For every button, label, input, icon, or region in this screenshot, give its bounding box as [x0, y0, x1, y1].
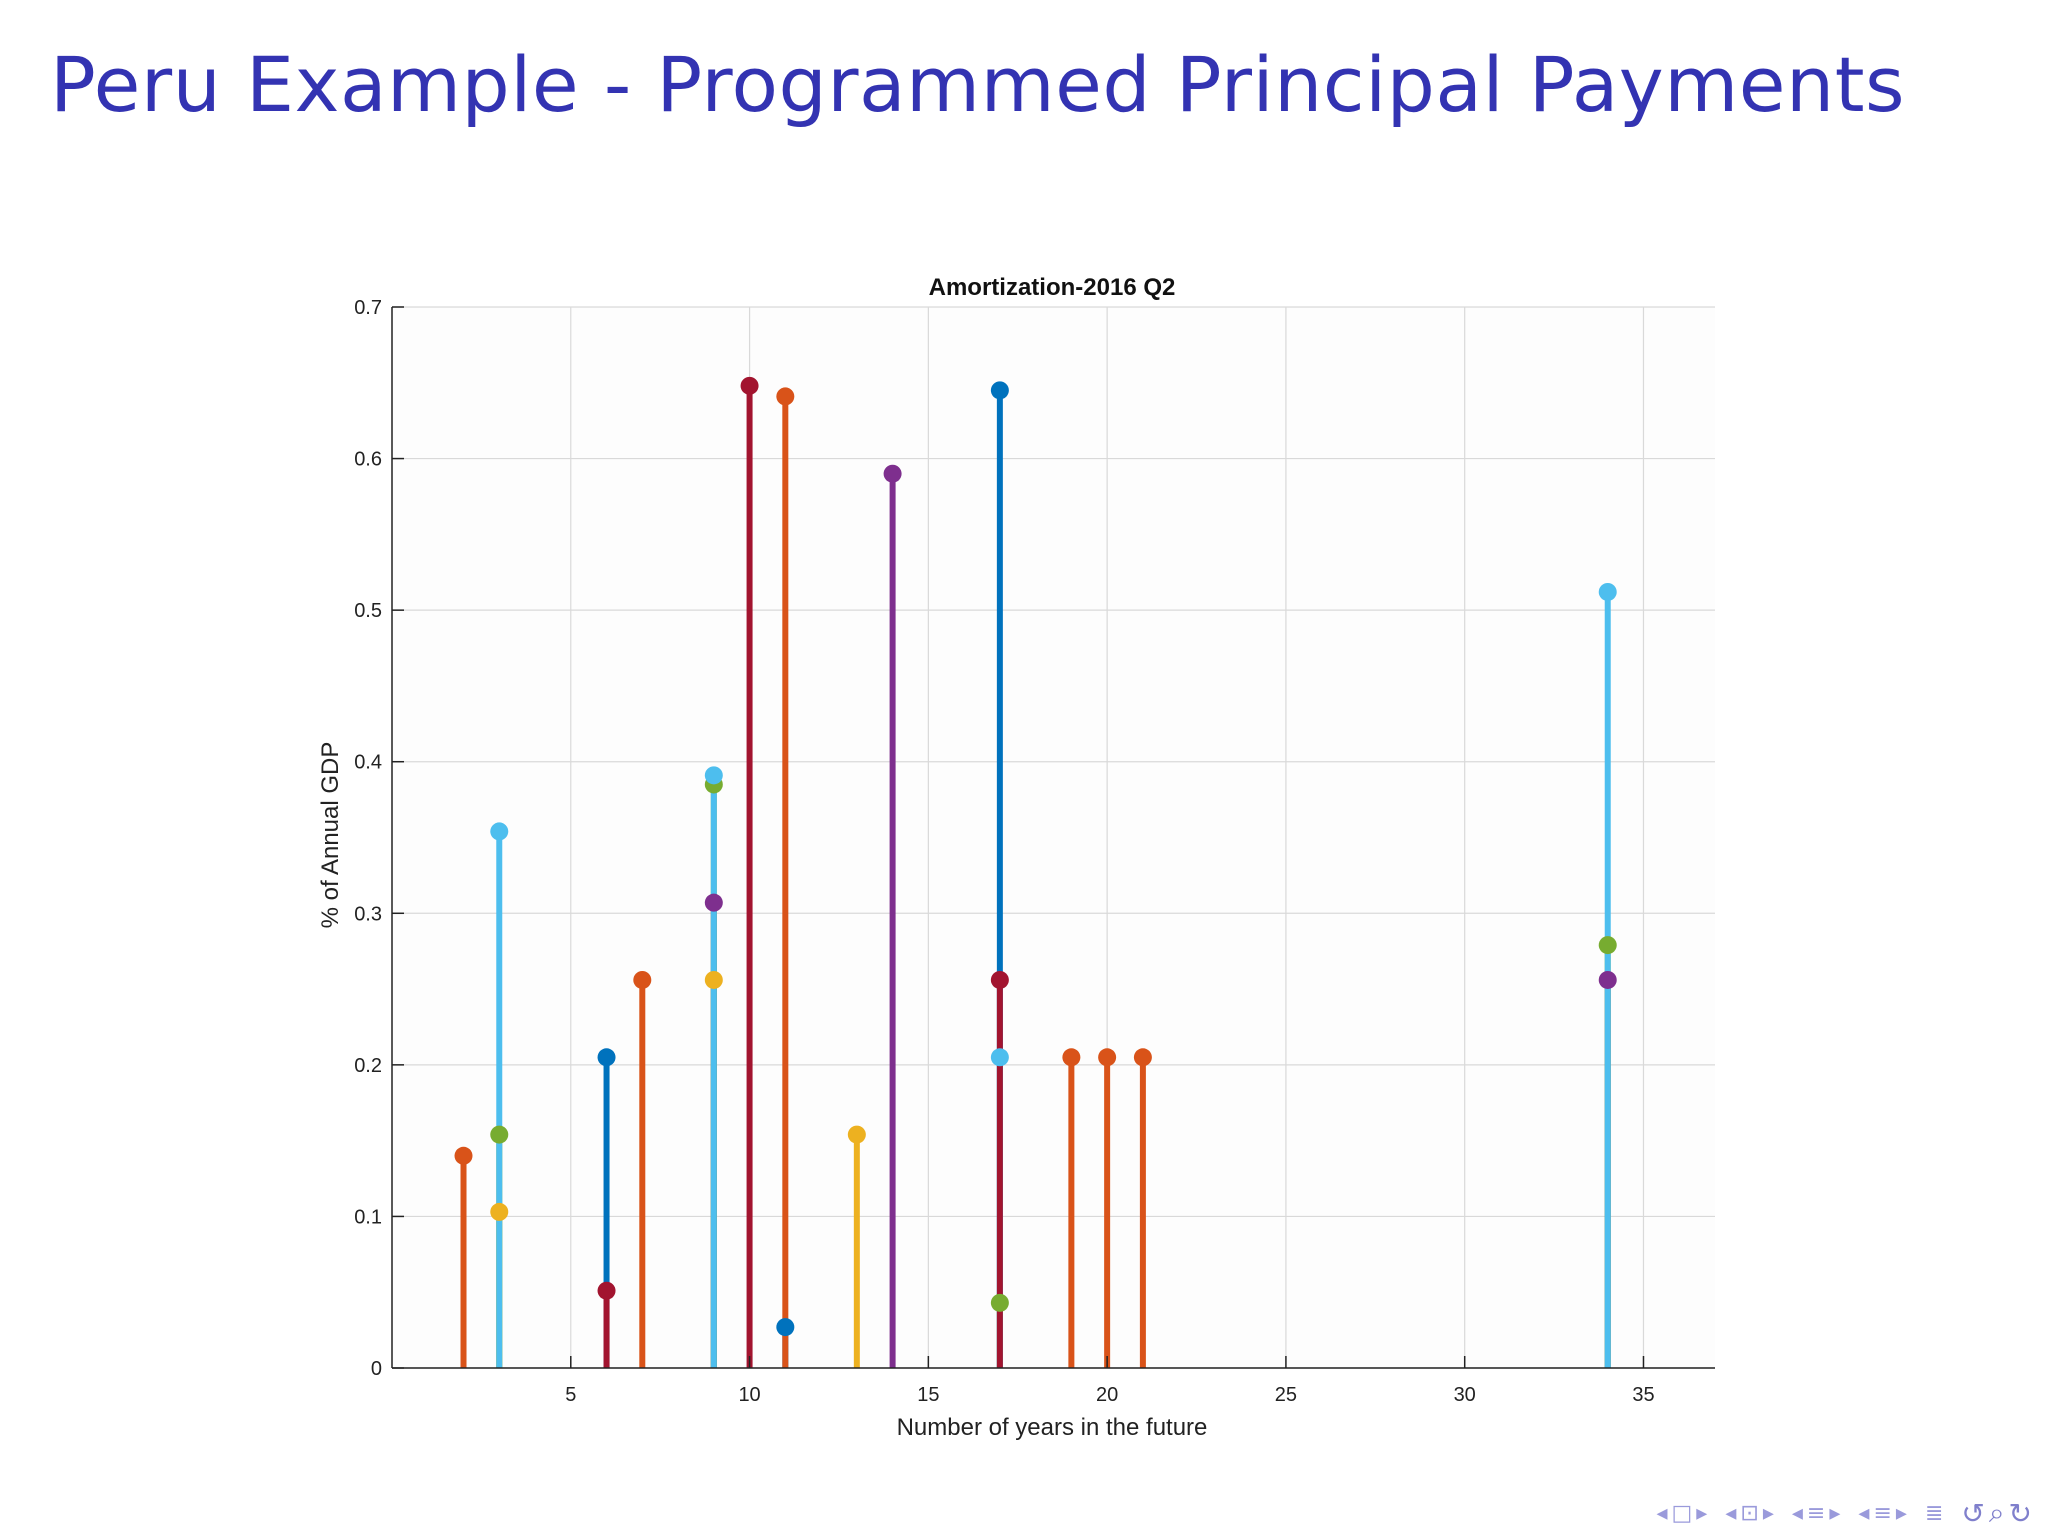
- beamer-navigation: ◂ □ ▸ ◂ ⊡ ▸ ◂ ≡ ▸ ◂ ≡ ▸ ≣ ↺ ⌕ ↻: [1656, 1496, 2032, 1530]
- slide-title: Peru Example - Programmed Principal Paym…: [50, 40, 1906, 129]
- stem-marker: [1598, 582, 1617, 601]
- stems-layer: [460, 385, 1611, 1368]
- stem-marker: [490, 822, 509, 841]
- markers-layer: [454, 376, 1617, 1337]
- next-section-icon[interactable]: ▸: [1829, 1500, 1841, 1526]
- search-nav[interactable]: ↺ ⌕ ↻: [1961, 1496, 2032, 1530]
- stem-marker: [490, 1125, 509, 1144]
- stem-marker: [454, 1146, 473, 1165]
- x-tick-label: 30: [1454, 1384, 1476, 1406]
- search-icon[interactable]: ⌕: [1988, 1496, 2005, 1529]
- y-tick-label: 0.4: [354, 752, 382, 774]
- y-tick-label: 0: [371, 1358, 382, 1380]
- stem-marker: [776, 1318, 795, 1337]
- frame-nav[interactable]: ◂ □ ▸: [1656, 1501, 1707, 1526]
- stem-marker: [990, 970, 1009, 989]
- x-tick-label: 20: [1096, 1384, 1118, 1406]
- stem-marker: [883, 464, 902, 483]
- stem-marker: [1598, 936, 1617, 955]
- subsection-nav[interactable]: ◂ ≡ ▸: [1858, 1501, 1907, 1526]
- axes-layer: 5 10 15 20 25 30 35 0 0.1 0.2 0.3 0.4 0.5 0.6 0.7: [354, 297, 1715, 1406]
- stem-marker: [597, 1048, 616, 1067]
- stem-marker: [1062, 1048, 1081, 1067]
- section-icon[interactable]: ≡: [1806, 1500, 1826, 1526]
- stem-marker: [633, 970, 652, 989]
- stem-marker: [704, 893, 723, 912]
- prev-section-icon[interactable]: ◂: [1791, 1500, 1803, 1526]
- stem-marker: [1133, 1048, 1152, 1067]
- y-axis-label: % of Annual GDP: [317, 742, 344, 929]
- plot-area: [392, 307, 1715, 1368]
- chart-title: Amortization-2016 Q2: [929, 274, 1176, 301]
- subsection-icon[interactable]: ≡: [1873, 1500, 1892, 1526]
- y-tick-label: 0.7: [354, 297, 382, 319]
- y-tick-label: 0.2: [354, 1055, 382, 1077]
- section-nav[interactable]: ◂ ≡ ▸: [1792, 1501, 1841, 1526]
- align-icon[interactable]: ≣: [1924, 1500, 1944, 1526]
- stem-marker: [776, 387, 795, 406]
- y-tick-label: 0.6: [354, 449, 382, 471]
- x-tick-label: 25: [1275, 1384, 1297, 1406]
- stem-marker: [490, 1202, 509, 1221]
- forward-icon[interactable]: ↻: [2008, 1496, 2032, 1530]
- frame-icon[interactable]: □: [1671, 1500, 1693, 1526]
- x-tick-label: 15: [917, 1384, 939, 1406]
- x-axis-label: Number of years in the future: [897, 1414, 1208, 1441]
- back-icon[interactable]: ↺: [1961, 1496, 1985, 1530]
- next-slide-icon[interactable]: ▸: [1762, 1500, 1774, 1526]
- stem-marker: [990, 381, 1009, 400]
- slide-icon[interactable]: ⊡: [1740, 1500, 1759, 1526]
- stem-marker: [990, 1293, 1009, 1312]
- x-tick-label: 10: [738, 1384, 760, 1406]
- prev-subsection-icon[interactable]: ◂: [1858, 1500, 1870, 1526]
- prev-slide-icon[interactable]: ◂: [1725, 1500, 1737, 1526]
- stem-marker: [704, 766, 723, 785]
- prev-frame-icon[interactable]: ◂: [1656, 1500, 1668, 1526]
- stem-marker: [597, 1281, 616, 1300]
- stem-marker: [1098, 1048, 1117, 1067]
- stem-marker: [1598, 970, 1617, 989]
- slide-nav[interactable]: ◂ ⊡ ▸: [1725, 1501, 1774, 1526]
- stem-marker: [990, 1048, 1009, 1067]
- y-tick-label: 0.5: [354, 600, 382, 622]
- next-subsection-icon[interactable]: ▸: [1895, 1500, 1907, 1526]
- stem-marker: [847, 1125, 866, 1144]
- next-frame-icon[interactable]: ▸: [1696, 1500, 1708, 1526]
- x-tick-label: 35: [1632, 1384, 1654, 1406]
- grid-layer: [392, 306, 1715, 1369]
- y-tick-label: 0.3: [354, 903, 382, 925]
- x-tick-label: 5: [565, 1384, 576, 1406]
- stem-marker: [740, 376, 759, 395]
- y-tick-label: 0.1: [354, 1206, 382, 1228]
- stem-marker: [704, 970, 723, 989]
